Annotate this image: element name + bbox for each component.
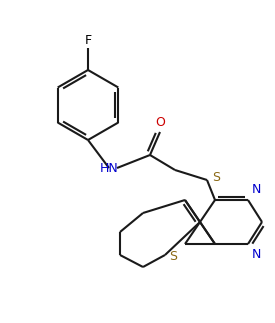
Text: F: F — [84, 34, 92, 47]
Text: N: N — [252, 183, 261, 196]
Text: N: N — [252, 248, 261, 261]
Text: O: O — [155, 116, 165, 129]
Text: S: S — [169, 250, 177, 263]
Text: HN: HN — [100, 162, 118, 174]
Text: S: S — [212, 171, 220, 183]
